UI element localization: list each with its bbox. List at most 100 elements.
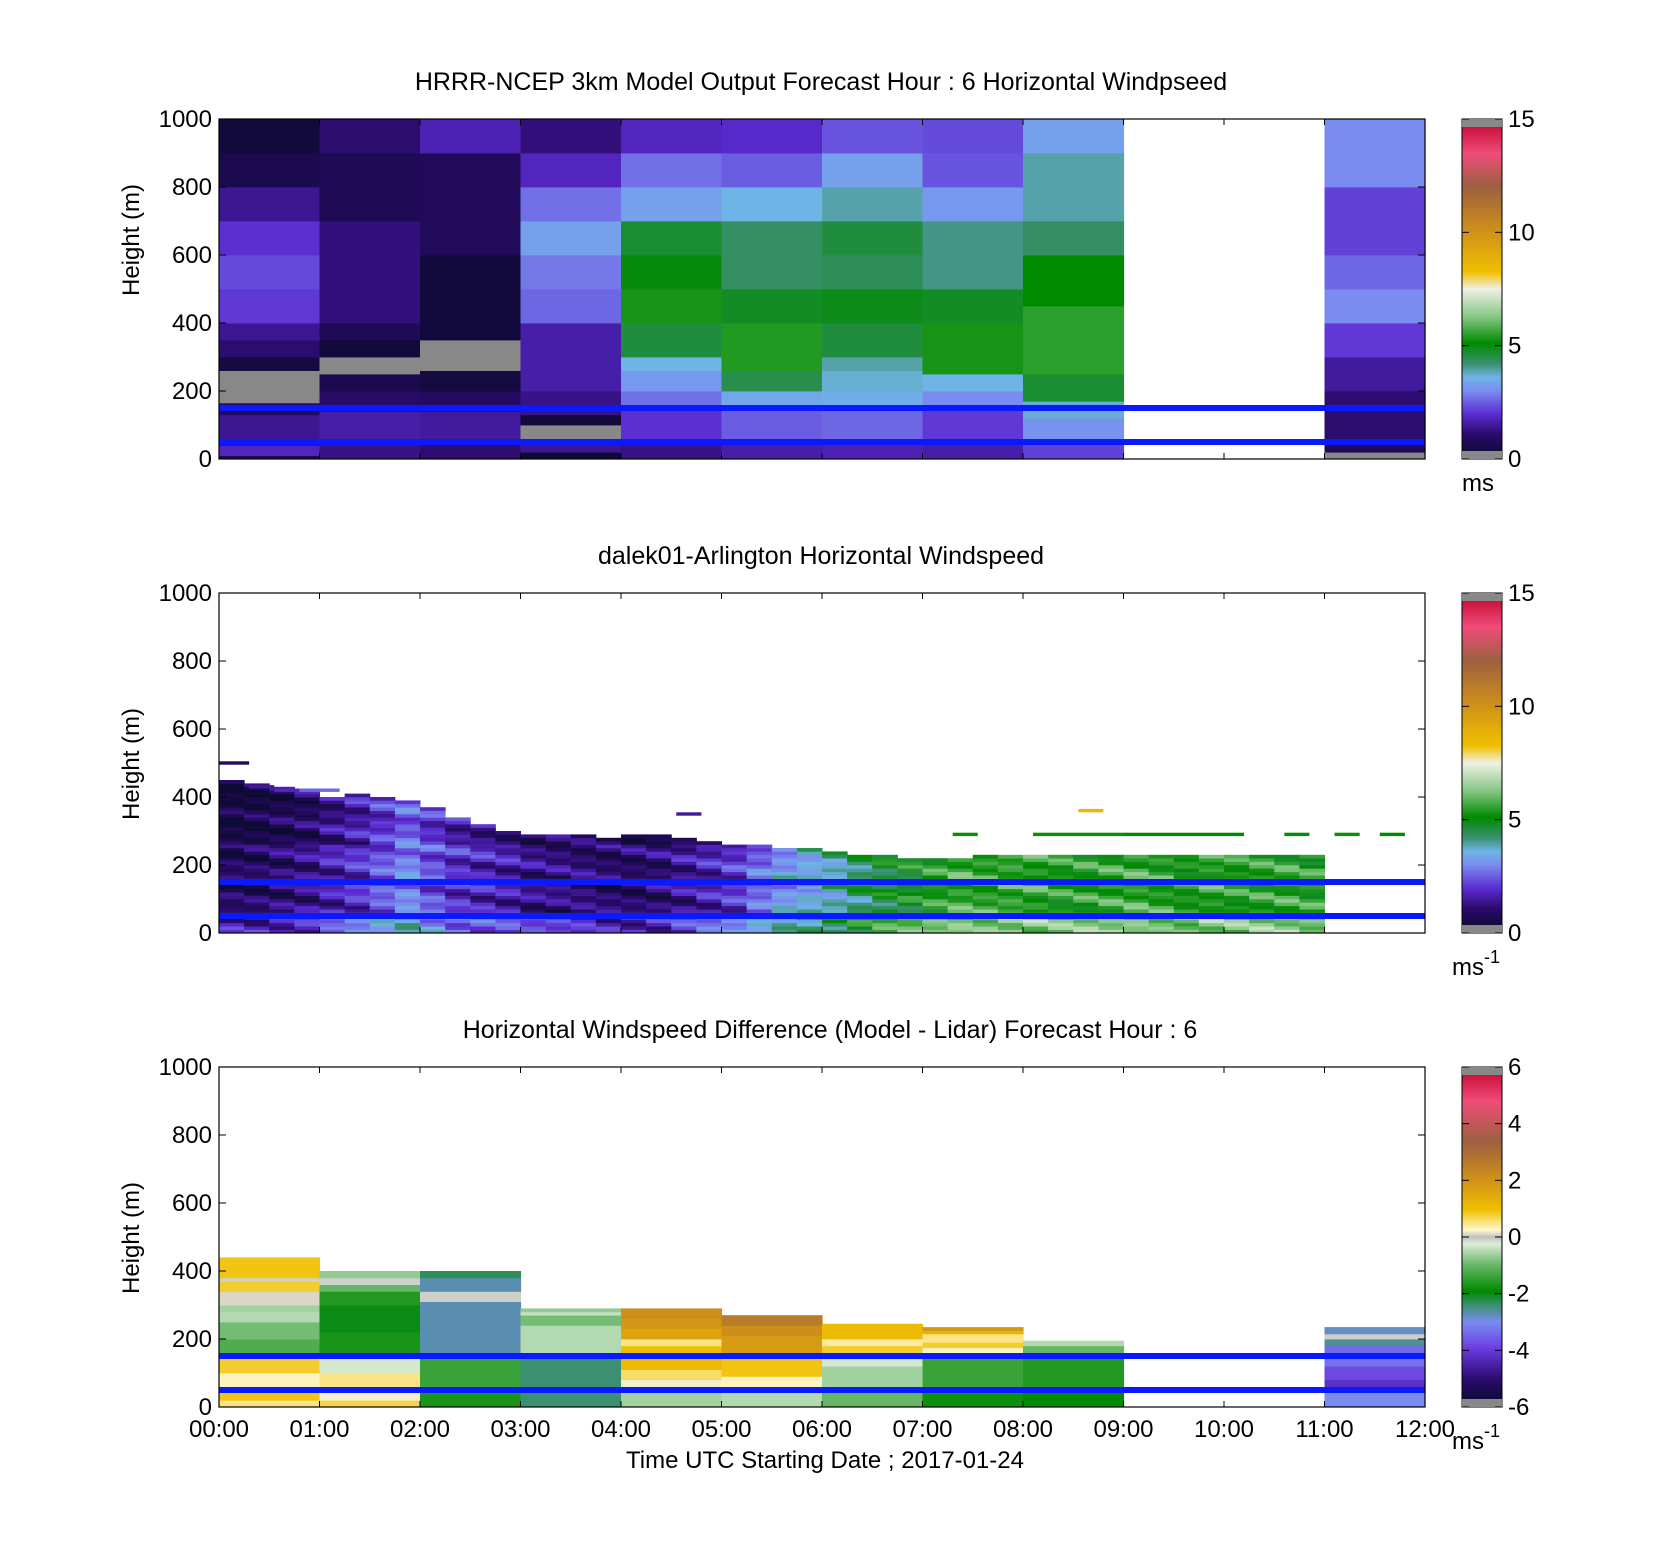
- heatmap-cell: [972, 861, 999, 866]
- heatmap-cell: [470, 871, 496, 876]
- panel-difference-yticks: 0 200 400 600 800 1000: [159, 1054, 1425, 1421]
- heatmap-cell: [872, 905, 898, 910]
- heatmap-cell: [294, 868, 321, 873]
- heatmap-cell: [420, 1301, 522, 1357]
- heatmap-cell: [319, 858, 346, 862]
- heatmap-cell: [721, 892, 748, 896]
- heatmap-cell: [1224, 868, 1250, 873]
- heatmap-cell: [872, 875, 898, 879]
- heatmap-cell: [319, 1356, 421, 1374]
- heatmap-cell: [319, 871, 346, 876]
- heatmap-cell: [947, 922, 974, 927]
- heatmap-cell: [922, 119, 1024, 154]
- heatmap-cell: [796, 868, 823, 873]
- heatmap-cell: [721, 187, 823, 222]
- heatmap-cell: [696, 895, 723, 900]
- heatmap-cell: [344, 797, 371, 801]
- heatmap-cell: [495, 844, 522, 849]
- heatmap-cell: [570, 837, 597, 842]
- heatmap-cell: [394, 831, 421, 835]
- panel-model-colorbar-over: [1462, 119, 1502, 127]
- heatmap-cell: [394, 902, 421, 907]
- heatmap-cell: [269, 902, 295, 907]
- heatmap-cell: [872, 858, 898, 862]
- heatmap-cell: [1023, 868, 1049, 873]
- heatmap-cell: [520, 929, 547, 934]
- heatmap-cell: [545, 902, 572, 907]
- heatmap-cell: [269, 844, 295, 849]
- heatmap-cell: [445, 875, 471, 879]
- heatmap-cell: [219, 810, 245, 815]
- heatmap-cell: [1324, 187, 1426, 256]
- colorbar-tick-label: 4: [1508, 1111, 1521, 1138]
- y-tick-label: 200: [172, 1326, 212, 1353]
- heatmap-cell: [344, 871, 371, 876]
- heatmap-cell: [922, 885, 949, 890]
- heatmap-cell: [646, 871, 672, 876]
- heatmap-cell: [1324, 289, 1426, 324]
- heatmap-cell: [294, 790, 321, 794]
- heatmap-cell: [394, 844, 421, 849]
- heatmap-cell: [545, 875, 572, 879]
- heatmap-cell: [1198, 854, 1225, 859]
- heatmap-cell: [470, 827, 496, 832]
- heatmap-cell: [922, 1342, 1024, 1348]
- heatmap-cell: [822, 1359, 924, 1367]
- heatmap-cell: [344, 861, 371, 866]
- y-tick-label: 400: [172, 1258, 212, 1285]
- heatmap-cell: [972, 875, 999, 879]
- heatmap-cell: [1098, 854, 1125, 859]
- heatmap-cell: [495, 909, 522, 913]
- heatmap-cell: [646, 902, 672, 907]
- heatmap-cell: [922, 865, 949, 869]
- heatmap-cell: [1299, 875, 1326, 879]
- heatmap-cell: [621, 187, 723, 222]
- heatmap-cell: [796, 919, 823, 924]
- heatmap-cell: [671, 905, 697, 910]
- heatmap-cell: [671, 875, 697, 879]
- y-tick-label: 600: [172, 1190, 212, 1217]
- heatmap-cell: [1023, 221, 1125, 256]
- heatmap-cell: [1023, 875, 1049, 879]
- heatmap-cell: [344, 926, 371, 930]
- y-tick-label: 200: [172, 852, 212, 879]
- heatmap-cell: [294, 895, 321, 900]
- heatmap-cell: [244, 868, 270, 873]
- heatmap-cell: [344, 892, 371, 896]
- heatmap-cell: [621, 909, 647, 913]
- heatmap-cell: [621, 871, 647, 876]
- heatmap-cell: [269, 865, 295, 869]
- heatmap-cell: [746, 922, 773, 927]
- colorbar-tick-label: 0: [1508, 1224, 1521, 1251]
- heatmap-cell: [219, 824, 245, 828]
- heatmap-cell: [219, 1400, 321, 1408]
- heatmap-cell: [520, 858, 547, 862]
- heatmap-cell: [997, 919, 1024, 924]
- heatmap-cell: [746, 875, 773, 879]
- heatmap-cell: [947, 875, 974, 879]
- heatmap-cell: [319, 1332, 421, 1357]
- heatmap-cell: [294, 831, 321, 835]
- panel-difference-xticks: 00:00 01:00 02:00 03:00 04:00 05:00 06:00 07:00…: [189, 1067, 1455, 1443]
- heatmap-cell: [621, 844, 647, 849]
- heatmap-cell: [495, 875, 522, 879]
- heatmap-cell: [344, 899, 371, 903]
- heatmap-cell: [545, 929, 572, 934]
- heatmap-cell: [847, 865, 873, 869]
- colorbar-tick-label: 0: [1508, 446, 1521, 473]
- heatmap-cell: [495, 929, 522, 934]
- heatmap-cell: [621, 892, 647, 896]
- heatmap-cell: [319, 929, 346, 934]
- heatmap-cell: [1073, 865, 1099, 869]
- heatmap-cell: [872, 885, 898, 890]
- heatmap-cell: [595, 899, 622, 903]
- heatmap-cell: [1299, 871, 1326, 876]
- heatmap-cell: [420, 1356, 522, 1387]
- heatmap-cell: [219, 902, 245, 907]
- heatmap-cell: [1048, 926, 1074, 930]
- heatmap-cell: [922, 1347, 1024, 1357]
- heatmap-cell: [445, 844, 471, 849]
- heatmap-cell: [1224, 865, 1250, 869]
- heatmap-cell: [922, 892, 949, 896]
- heatmap-cell: [696, 875, 723, 879]
